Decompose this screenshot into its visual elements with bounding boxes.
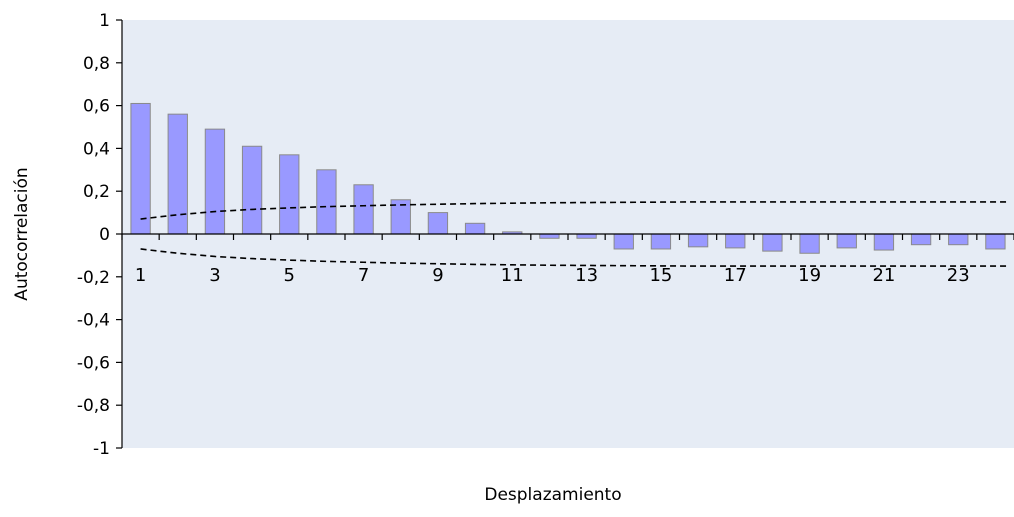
bar-lag-14 [613, 233, 634, 250]
bar-lag-3 [204, 128, 226, 235]
x-tick-labels: 1 3 5 7 9 11 13 15 17 19 21 23 [135, 265, 970, 286]
bar-lag-12 [539, 233, 560, 239]
y-tick-label: 0,6 [83, 97, 110, 117]
bars-layer [130, 102, 1006, 254]
bar-lag-23 [948, 233, 969, 246]
confidence-bands [140, 201, 1008, 267]
x-tick-label-13: 13 [575, 265, 598, 286]
y-tick-label: -0,4 [77, 311, 110, 331]
y-tick-labels: 1 0,8 0,6 0,4 0,2 0 -0,2 -0,4 -0,6 -0,8 -1 [77, 11, 122, 459]
bar-lag-18 [762, 233, 783, 252]
y-tick-label: -1 [93, 439, 110, 459]
bar-lag-5 [279, 154, 300, 235]
y-tick-label: 0,8 [83, 54, 110, 74]
y-tick-label: -0,6 [77, 353, 110, 373]
y-tick-label: 0,4 [83, 139, 110, 159]
x-tick-label-7: 7 [358, 265, 369, 286]
y-tick-label: -0,2 [77, 268, 110, 288]
bar-lag-16 [687, 233, 709, 248]
bar-lag-24 [985, 233, 1006, 250]
x-tick-label-19: 19 [798, 265, 821, 286]
bar-lag-4 [241, 145, 263, 235]
x-tick-label-5: 5 [284, 265, 295, 286]
x-tick-label-1: 1 [135, 265, 146, 286]
x-tick-label-17: 17 [724, 265, 747, 286]
y-tick-label: 1 [99, 11, 110, 31]
bar-lag-1 [130, 102, 151, 235]
y-tick-label: 0,2 [83, 182, 110, 202]
bar-lag-22 [910, 233, 932, 246]
bar-lag-13 [576, 233, 597, 239]
x-tick-label-23: 23 [947, 265, 970, 286]
bar-lag-21 [873, 233, 895, 251]
confidence-lower-line [140, 248, 1008, 267]
x-tick-label-21: 21 [872, 265, 895, 286]
bar-lag-9 [427, 212, 449, 235]
confidence-upper-line [140, 201, 1008, 220]
x-tick-label-9: 9 [432, 265, 443, 286]
y-axis-label: Autocorrelación [12, 167, 32, 300]
bar-lag-7 [353, 184, 374, 235]
bar-lag-20 [836, 233, 857, 249]
y-tick-label: -0,8 [77, 396, 110, 416]
bar-lag-6 [316, 169, 337, 235]
x-tick-label-11: 11 [501, 265, 524, 286]
bar-lag-10 [464, 222, 486, 235]
x-axis-label: Desplazamiento [484, 485, 621, 505]
x-tick-label-3: 3 [209, 265, 220, 286]
y-tick-label: 0 [99, 225, 110, 245]
x-tick-label-15: 15 [649, 265, 672, 286]
bar-lag-17 [725, 233, 746, 249]
bar-lag-15 [650, 233, 672, 250]
bar-lag-19 [799, 233, 820, 254]
